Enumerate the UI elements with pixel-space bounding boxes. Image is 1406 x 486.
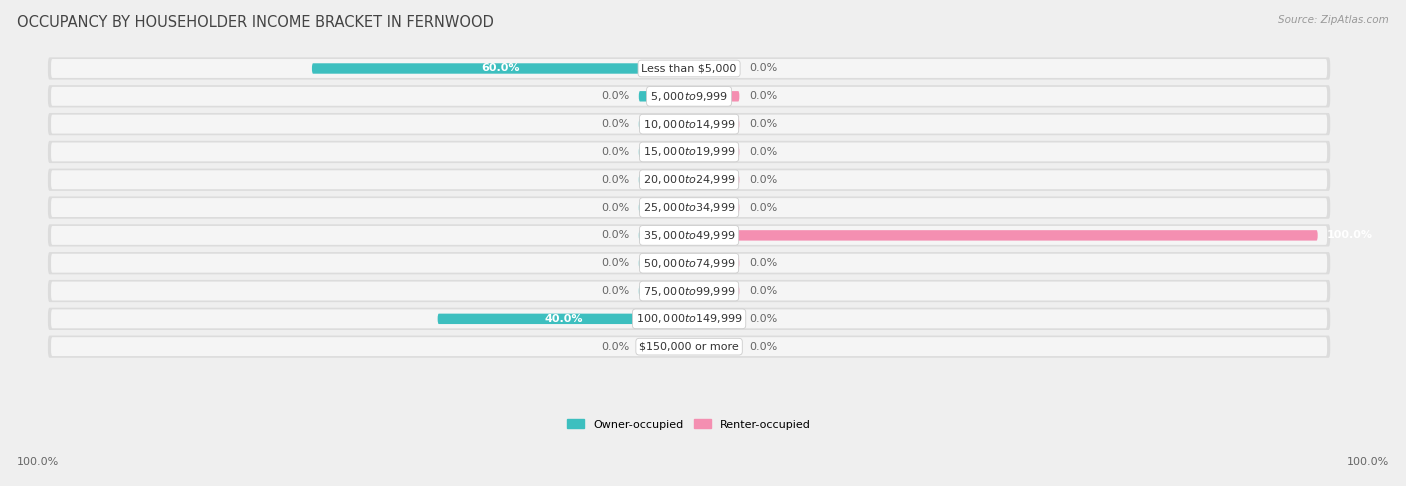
FancyBboxPatch shape — [638, 202, 689, 213]
FancyBboxPatch shape — [638, 342, 689, 352]
Text: 60.0%: 60.0% — [481, 64, 520, 73]
Text: 0.0%: 0.0% — [602, 258, 630, 268]
FancyBboxPatch shape — [638, 258, 689, 268]
FancyBboxPatch shape — [689, 202, 740, 213]
FancyBboxPatch shape — [48, 280, 1330, 302]
Text: $150,000 or more: $150,000 or more — [640, 342, 740, 352]
Text: 0.0%: 0.0% — [749, 314, 778, 324]
Text: $5,000 to $9,999: $5,000 to $9,999 — [650, 90, 728, 103]
FancyBboxPatch shape — [51, 59, 1327, 78]
FancyBboxPatch shape — [689, 230, 1317, 241]
FancyBboxPatch shape — [48, 141, 1330, 163]
Text: 100.0%: 100.0% — [1327, 230, 1374, 241]
FancyBboxPatch shape — [48, 113, 1330, 135]
FancyBboxPatch shape — [689, 91, 740, 102]
Text: 0.0%: 0.0% — [602, 91, 630, 101]
FancyBboxPatch shape — [312, 63, 689, 74]
FancyBboxPatch shape — [638, 119, 689, 129]
FancyBboxPatch shape — [437, 313, 689, 324]
Text: 0.0%: 0.0% — [749, 147, 778, 157]
FancyBboxPatch shape — [48, 335, 1330, 358]
FancyBboxPatch shape — [638, 286, 689, 296]
FancyBboxPatch shape — [51, 254, 1327, 273]
Text: 100.0%: 100.0% — [1347, 456, 1389, 467]
FancyBboxPatch shape — [51, 198, 1327, 217]
Text: $15,000 to $19,999: $15,000 to $19,999 — [643, 145, 735, 158]
Text: 0.0%: 0.0% — [749, 342, 778, 352]
FancyBboxPatch shape — [48, 308, 1330, 330]
FancyBboxPatch shape — [638, 174, 689, 185]
FancyBboxPatch shape — [638, 147, 689, 157]
FancyBboxPatch shape — [51, 310, 1327, 329]
Text: 0.0%: 0.0% — [749, 64, 778, 73]
FancyBboxPatch shape — [48, 169, 1330, 191]
Text: $50,000 to $74,999: $50,000 to $74,999 — [643, 257, 735, 270]
FancyBboxPatch shape — [689, 174, 740, 185]
Text: 0.0%: 0.0% — [602, 342, 630, 352]
Text: 0.0%: 0.0% — [749, 258, 778, 268]
Text: Less than $5,000: Less than $5,000 — [641, 64, 737, 73]
FancyBboxPatch shape — [689, 342, 740, 352]
Text: 100.0%: 100.0% — [17, 456, 59, 467]
Text: 0.0%: 0.0% — [602, 147, 630, 157]
FancyBboxPatch shape — [51, 142, 1327, 161]
FancyBboxPatch shape — [51, 337, 1327, 356]
FancyBboxPatch shape — [51, 170, 1327, 189]
FancyBboxPatch shape — [48, 252, 1330, 274]
Text: 0.0%: 0.0% — [602, 286, 630, 296]
Text: $100,000 to $149,999: $100,000 to $149,999 — [636, 312, 742, 325]
FancyBboxPatch shape — [689, 119, 740, 129]
Text: $35,000 to $49,999: $35,000 to $49,999 — [643, 229, 735, 242]
FancyBboxPatch shape — [51, 281, 1327, 300]
FancyBboxPatch shape — [48, 85, 1330, 107]
FancyBboxPatch shape — [689, 258, 740, 268]
Text: 0.0%: 0.0% — [749, 286, 778, 296]
Legend: Owner-occupied, Renter-occupied: Owner-occupied, Renter-occupied — [562, 415, 815, 434]
FancyBboxPatch shape — [689, 63, 740, 74]
Text: $75,000 to $99,999: $75,000 to $99,999 — [643, 284, 735, 297]
Text: 0.0%: 0.0% — [602, 119, 630, 129]
FancyBboxPatch shape — [689, 286, 740, 296]
Text: $10,000 to $14,999: $10,000 to $14,999 — [643, 118, 735, 131]
FancyBboxPatch shape — [689, 147, 740, 157]
FancyBboxPatch shape — [48, 57, 1330, 80]
Text: 0.0%: 0.0% — [602, 203, 630, 212]
Text: 0.0%: 0.0% — [749, 175, 778, 185]
Text: 0.0%: 0.0% — [602, 175, 630, 185]
Text: OCCUPANCY BY HOUSEHOLDER INCOME BRACKET IN FERNWOOD: OCCUPANCY BY HOUSEHOLDER INCOME BRACKET … — [17, 15, 494, 30]
Text: 0.0%: 0.0% — [749, 91, 778, 101]
FancyBboxPatch shape — [638, 91, 689, 102]
Text: 0.0%: 0.0% — [602, 230, 630, 241]
Text: 40.0%: 40.0% — [544, 314, 582, 324]
FancyBboxPatch shape — [638, 230, 689, 241]
FancyBboxPatch shape — [689, 313, 740, 324]
FancyBboxPatch shape — [48, 224, 1330, 246]
Text: Source: ZipAtlas.com: Source: ZipAtlas.com — [1278, 15, 1389, 25]
Text: $25,000 to $34,999: $25,000 to $34,999 — [643, 201, 735, 214]
FancyBboxPatch shape — [48, 196, 1330, 219]
FancyBboxPatch shape — [51, 87, 1327, 106]
Text: 0.0%: 0.0% — [749, 203, 778, 212]
Text: 0.0%: 0.0% — [749, 119, 778, 129]
FancyBboxPatch shape — [51, 226, 1327, 245]
FancyBboxPatch shape — [51, 115, 1327, 134]
Text: $20,000 to $24,999: $20,000 to $24,999 — [643, 173, 735, 186]
